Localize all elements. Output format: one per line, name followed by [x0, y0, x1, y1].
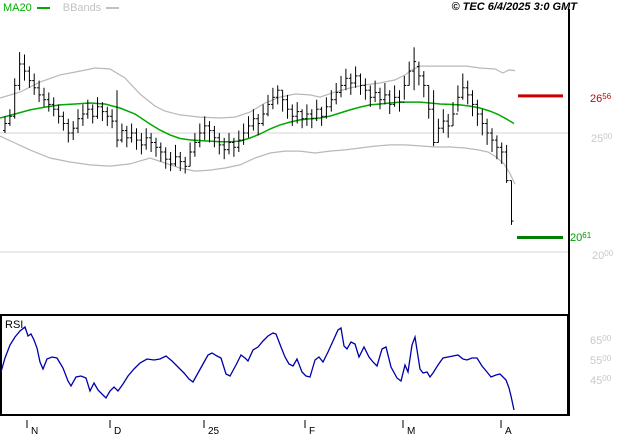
x-axis-label-25: 25	[208, 426, 220, 437]
x-axis-label-apr: A	[505, 426, 512, 437]
bbands-line-sample-icon	[106, 7, 120, 9]
legend-bbands-label: BBands	[62, 2, 102, 14]
copyright-text: © TEC 6/4/2025 3:0 GMT	[451, 1, 578, 13]
price-grid-label-2500: 2500	[591, 132, 613, 145]
rsi-line	[0, 325, 515, 411]
candles-series	[3, 47, 514, 225]
rsi-axis-label-5500: 5500	[590, 354, 612, 367]
rsi-axis-label-4500: 4500	[590, 374, 612, 387]
price-level-label-2061: 2061	[570, 231, 592, 244]
bband-lower-line	[0, 135, 516, 185]
bband-upper-line	[0, 65, 516, 119]
price-level-label-2656: 2656	[590, 92, 612, 105]
x-axis-label-feb: F	[309, 426, 316, 437]
rsi-panel-border	[0, 314, 569, 416]
price-grid-label-2000: 2000	[592, 249, 614, 262]
rsi-label: RSI	[5, 319, 24, 331]
ma20-line-sample-icon	[36, 7, 50, 9]
legend: MA20 BBands	[3, 2, 120, 14]
x-axis-label-nov: N	[31, 426, 39, 437]
x-axis-label-mar: M	[407, 426, 416, 437]
legend-ma20-label: MA20	[3, 2, 32, 14]
rsi-axis-label-6500: 6500	[590, 334, 612, 347]
ma20-line	[0, 101, 515, 143]
x-axis-label-dec: D	[114, 426, 122, 437]
